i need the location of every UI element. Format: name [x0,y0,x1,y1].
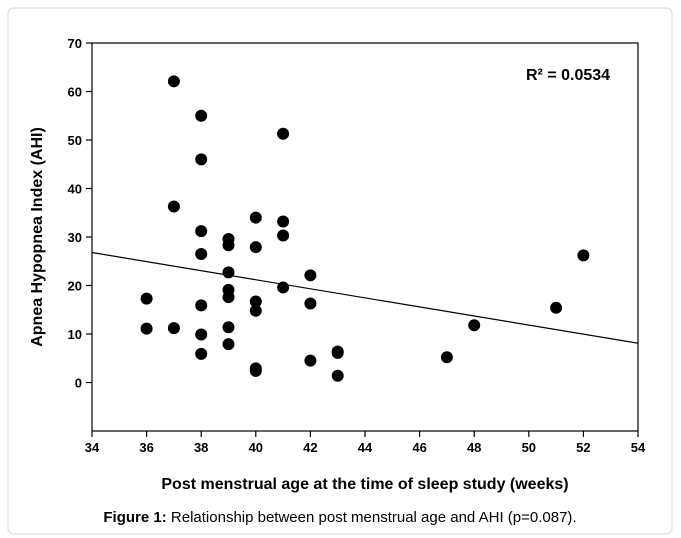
y-tick-label: 50 [68,133,82,148]
x-tick-label: 52 [576,440,590,455]
point [331,369,344,382]
x-tick-label: 36 [139,440,153,455]
point [468,319,481,332]
y-tick-label: 10 [68,327,82,342]
x-tick-label: 50 [522,440,536,455]
point [249,364,262,377]
point [222,291,235,304]
point [222,338,235,351]
point [195,328,208,341]
x-tick-label: 48 [467,440,481,455]
point [249,295,262,308]
point [249,211,262,224]
point [195,109,208,122]
trendline [91,251,639,344]
y-tick-label: 30 [68,230,82,245]
y-tick-label: 20 [68,279,82,294]
point [249,304,262,317]
y-tick-label: 40 [68,182,82,197]
x-tick-label: 40 [249,440,263,455]
point [577,249,590,262]
point [195,153,208,166]
point [222,321,235,334]
point [140,292,153,305]
caption-label: Figure 1: [103,509,166,526]
point [304,297,317,310]
point [167,322,180,335]
point [140,322,153,335]
x-tick-label: 54 [631,440,646,455]
point [331,346,344,359]
point [304,269,317,282]
point [195,247,208,260]
point [222,239,235,252]
point [277,127,290,140]
point [249,241,262,254]
figure-frame [7,7,673,535]
x-tick-label: 42 [303,440,317,455]
annotation: R² = 0.0534 [526,67,610,84]
y-tick-label: 60 [68,85,82,100]
x-tick-label: 46 [412,440,426,455]
x-tick-label: 34 [85,440,100,455]
point [550,301,563,314]
plot-area [91,42,639,432]
x-axis-label: Post menstrual age at the time of sleep … [161,476,568,493]
point [277,229,290,242]
y-tick-label: 70 [68,36,82,51]
point [167,75,180,88]
point [195,347,208,360]
point [304,354,317,367]
y-tick-label: 0 [75,376,82,391]
y-axis-label: Apnea Hypopnea Index (AHI) [29,127,46,347]
x-tick-label: 44 [358,440,373,455]
point [277,281,290,294]
caption: Figure 1: Relationship between post mens… [103,509,576,526]
caption-text: Relationship between post menstrual age … [171,509,577,526]
point [167,200,180,213]
point [195,299,208,312]
point [277,215,290,228]
point [195,225,208,238]
point [440,351,453,364]
x-tick-label: 38 [194,440,208,455]
point [222,266,235,279]
